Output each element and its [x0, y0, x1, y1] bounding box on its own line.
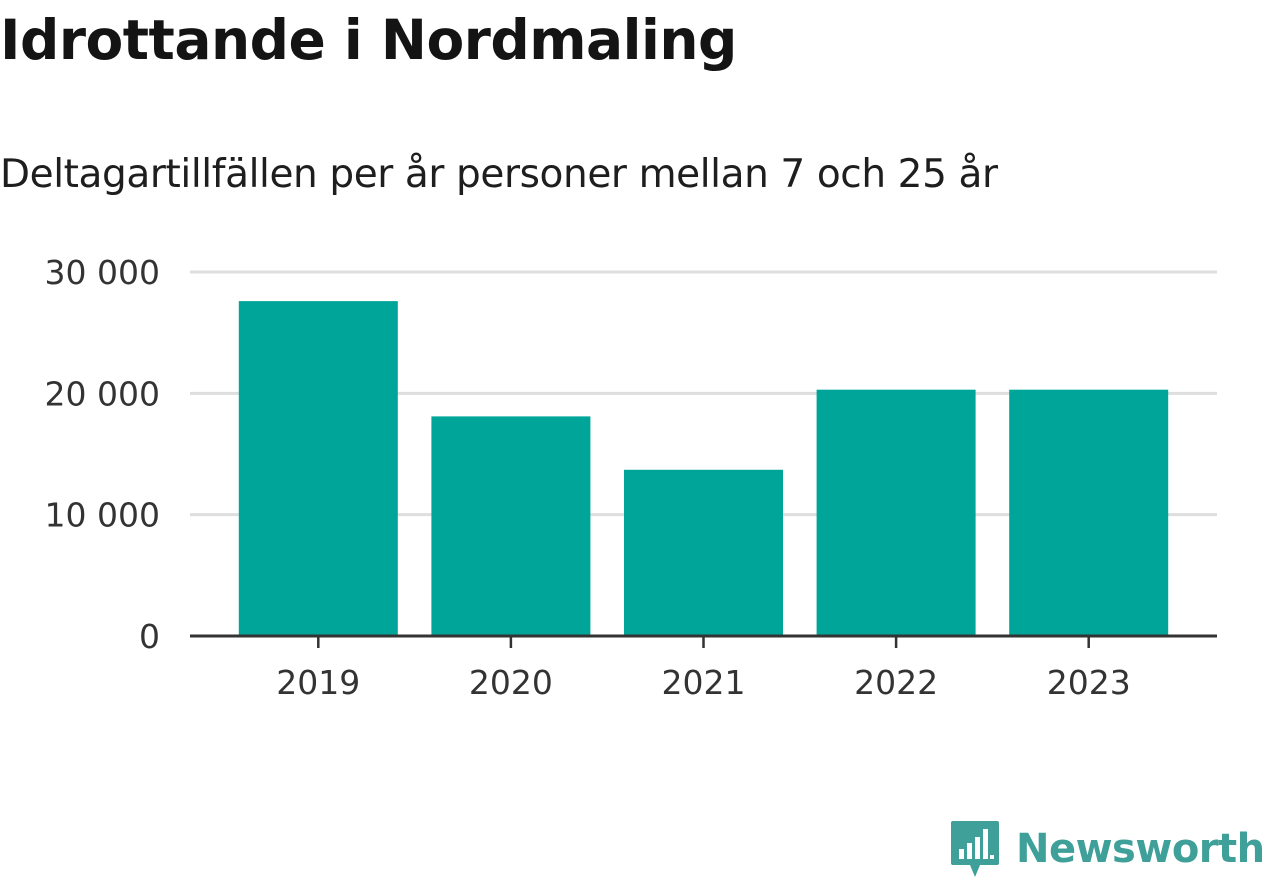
bar-2021: [624, 469, 783, 636]
y-tick-label: 0: [139, 617, 160, 656]
chart-subtitle: Deltagartillfällen per år personer mella…: [0, 152, 998, 197]
y-axis-tick-labels: 0 10 000 20 000 30 000: [45, 253, 160, 656]
x-tick-label: 2021: [662, 663, 746, 702]
bar-2022: [816, 389, 976, 636]
bar-2023: [1009, 389, 1169, 636]
bars: [238, 301, 1169, 636]
chart-title: Idrottande i Nordmaling: [0, 8, 737, 72]
x-tick-label: 2022: [854, 663, 938, 702]
bar-2019: [238, 301, 398, 636]
newsworthy-logo-icon: [951, 821, 999, 877]
newsworthy-logo-text: Newsworthy: [1016, 826, 1262, 872]
y-tick-label: 30 000: [45, 253, 160, 292]
y-tick-label: 20 000: [45, 374, 160, 413]
x-tick-label: 2019: [276, 663, 360, 702]
y-tick-label: 10 000: [45, 496, 160, 535]
newsworthy-logo: Newsworthy: [950, 818, 1262, 880]
x-tick-label: 2023: [1047, 663, 1131, 702]
x-tick-label: 2020: [469, 663, 553, 702]
x-axis: [190, 634, 1217, 648]
x-axis-tick-labels: 2019 2020 2021 2022 2023: [276, 663, 1130, 702]
bar-2020: [431, 416, 591, 636]
